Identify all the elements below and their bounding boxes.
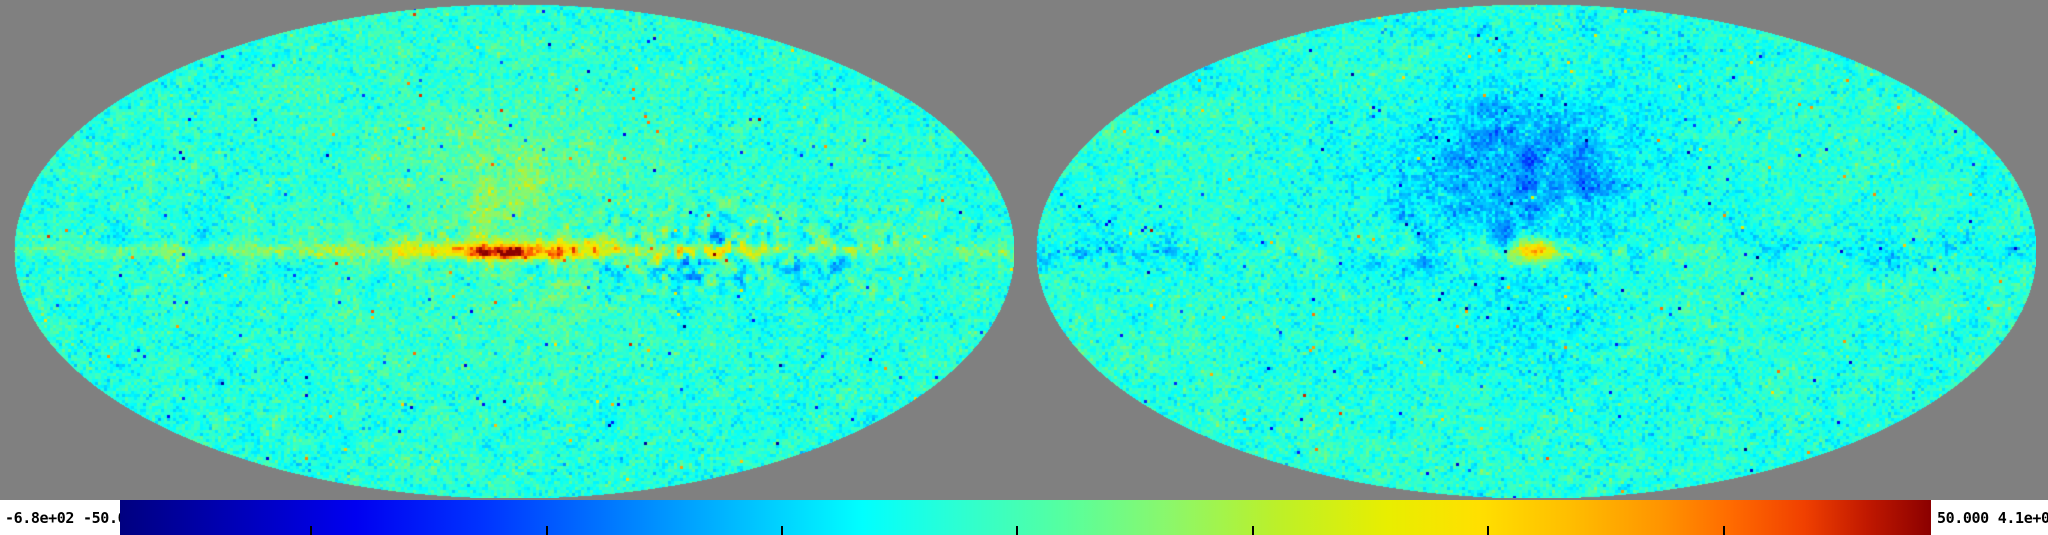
right-sky-map-canvas: [1036, 4, 2036, 498]
colorbar-tick: [1251, 526, 1254, 535]
colorbar-min-outer-label: -6.8e+02: [5, 508, 75, 527]
colorbar-left-labels: -6.8e+02 -50.000: [0, 500, 144, 535]
colorbar-tick: [781, 526, 783, 535]
colorbar-tick: [1016, 526, 1019, 535]
colorbar-gradient: [120, 500, 1931, 535]
colorbar-max-inner-label: 50.000: [1937, 508, 1989, 527]
left-sky-map-canvas: [14, 4, 1014, 498]
colorbar-right-labels: 50.000 4.1e+03: [1931, 500, 2048, 535]
colorbar-tick: [1722, 526, 1725, 535]
colorbar-max-outer-label: 4.1e+03: [1997, 508, 2048, 527]
left-sky-map: [14, 4, 1014, 498]
colorbar-tick: [1487, 526, 1490, 535]
colorbar: -6.8e+02 -50.000 50.000 4.1e+03: [0, 500, 2048, 535]
colorbar-tick: [310, 526, 313, 535]
colorbar-tick: [545, 526, 548, 535]
colorbar-gradient-area: [120, 500, 1931, 535]
right-sky-map: [1036, 4, 2036, 498]
